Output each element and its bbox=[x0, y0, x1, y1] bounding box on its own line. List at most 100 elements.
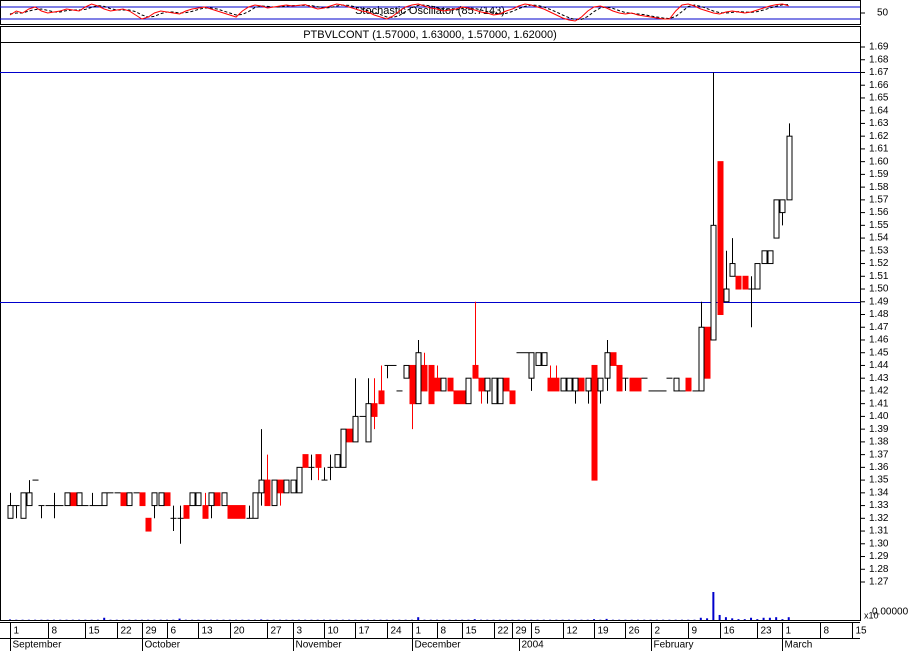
candle-body bbox=[189, 492, 196, 507]
candle-body bbox=[252, 492, 259, 519]
candle-body bbox=[283, 479, 290, 494]
candle-body bbox=[296, 466, 303, 494]
y-tick-label: 1.65 bbox=[869, 93, 889, 104]
candle-body bbox=[277, 479, 284, 494]
y-tick-label: 1.63 bbox=[869, 118, 889, 129]
candle-body bbox=[76, 492, 83, 507]
candle-body bbox=[371, 403, 378, 417]
candle-body bbox=[717, 161, 724, 315]
candle-body bbox=[779, 199, 786, 214]
candle-body bbox=[547, 377, 554, 392]
x-tick-label: 24 bbox=[391, 626, 403, 637]
candle-body bbox=[290, 479, 297, 494]
x-tick-label: 27 bbox=[271, 626, 283, 637]
candle-body bbox=[629, 377, 636, 392]
y-tick-label: 1.67 bbox=[869, 67, 889, 78]
volume-bar bbox=[762, 617, 765, 620]
y-tick-label: 1.30 bbox=[869, 538, 889, 549]
candle-body bbox=[126, 492, 133, 507]
candle-body bbox=[560, 377, 567, 392]
x-tick-label: 17 bbox=[359, 626, 371, 637]
candle-body bbox=[472, 364, 479, 379]
x-tick-label: 8 bbox=[52, 626, 58, 637]
candle-body bbox=[264, 479, 271, 507]
candle-body bbox=[447, 377, 454, 392]
volume-bar bbox=[768, 617, 771, 620]
candle-body bbox=[340, 428, 347, 468]
candle-body bbox=[378, 390, 385, 405]
candle-body bbox=[428, 364, 435, 405]
y-tick-label: 1.32 bbox=[869, 513, 889, 524]
x-tick-label: 1 bbox=[14, 626, 20, 637]
candle-body bbox=[158, 492, 165, 507]
x-tick-label: 29 bbox=[516, 626, 528, 637]
candle-body bbox=[465, 377, 472, 405]
volume-bar bbox=[787, 617, 790, 620]
candle-body bbox=[541, 352, 548, 366]
candle-body bbox=[585, 377, 592, 392]
y-tick-label: 1.29 bbox=[869, 551, 889, 562]
candle-body bbox=[597, 377, 604, 392]
candle-body bbox=[101, 492, 108, 507]
candle-body bbox=[214, 492, 221, 507]
candle-body bbox=[20, 492, 27, 519]
candle-body bbox=[497, 377, 504, 405]
candle-body bbox=[26, 492, 33, 507]
candle-body bbox=[509, 390, 516, 405]
y-tick-label: 1.49 bbox=[869, 296, 889, 307]
candle-body bbox=[233, 505, 240, 519]
candle-body bbox=[754, 263, 761, 290]
x-tick-label: 1 bbox=[786, 626, 792, 637]
candle-body bbox=[459, 390, 466, 405]
candle-body bbox=[685, 377, 692, 392]
y-tick-label: 1.40 bbox=[869, 411, 889, 422]
candle-body bbox=[271, 479, 278, 507]
candle-body bbox=[635, 377, 642, 392]
candle-body bbox=[484, 377, 491, 392]
x-tick-label: 6 bbox=[171, 626, 177, 637]
candle-body bbox=[239, 505, 246, 519]
volume-bar bbox=[260, 619, 263, 620]
candle-body bbox=[773, 199, 780, 239]
candle-body bbox=[478, 377, 485, 392]
volume-bar bbox=[706, 618, 709, 620]
volume-bar bbox=[743, 619, 746, 620]
candle-body bbox=[591, 364, 598, 481]
x-tick-label: 9 bbox=[692, 626, 698, 637]
y-tick-label: 1.62 bbox=[869, 131, 889, 142]
candle-body bbox=[528, 352, 535, 379]
volume-bar bbox=[756, 619, 759, 620]
candle-body bbox=[227, 505, 234, 519]
indicator-line bbox=[9, 4, 789, 21]
y-tick-label: 1.43 bbox=[869, 373, 889, 384]
y-tick-label: 1.44 bbox=[869, 360, 889, 371]
volume-tick-label: 0.00000 bbox=[872, 607, 909, 618]
candle-body bbox=[673, 377, 680, 392]
y-tick-label: 1.42 bbox=[869, 386, 889, 397]
month-label: 2004 bbox=[522, 640, 545, 651]
y-tick-label: 1.56 bbox=[869, 207, 889, 218]
x-tick-label: 20 bbox=[234, 626, 246, 637]
volume-bar bbox=[593, 619, 596, 620]
candle-body bbox=[453, 390, 460, 405]
y-tick-label: 1.28 bbox=[869, 564, 889, 575]
y-tick-label: 1.39 bbox=[869, 424, 889, 435]
candle-body bbox=[604, 352, 611, 379]
candle-body bbox=[553, 377, 560, 392]
candle-body bbox=[786, 135, 793, 201]
candle-body bbox=[610, 352, 617, 366]
volume-bar bbox=[737, 619, 740, 620]
volume-bar bbox=[750, 617, 753, 620]
candle-body bbox=[767, 250, 774, 265]
candle-body bbox=[572, 377, 579, 392]
y-tick-label: 1.51 bbox=[869, 271, 889, 282]
month-label: February bbox=[654, 640, 694, 651]
x-tick-label: 8 bbox=[441, 626, 447, 637]
candle-body bbox=[302, 454, 309, 468]
x-tick-label: 1 bbox=[416, 626, 422, 637]
candle-body bbox=[151, 492, 158, 507]
candle-body bbox=[761, 250, 768, 265]
candle-body bbox=[64, 492, 71, 507]
